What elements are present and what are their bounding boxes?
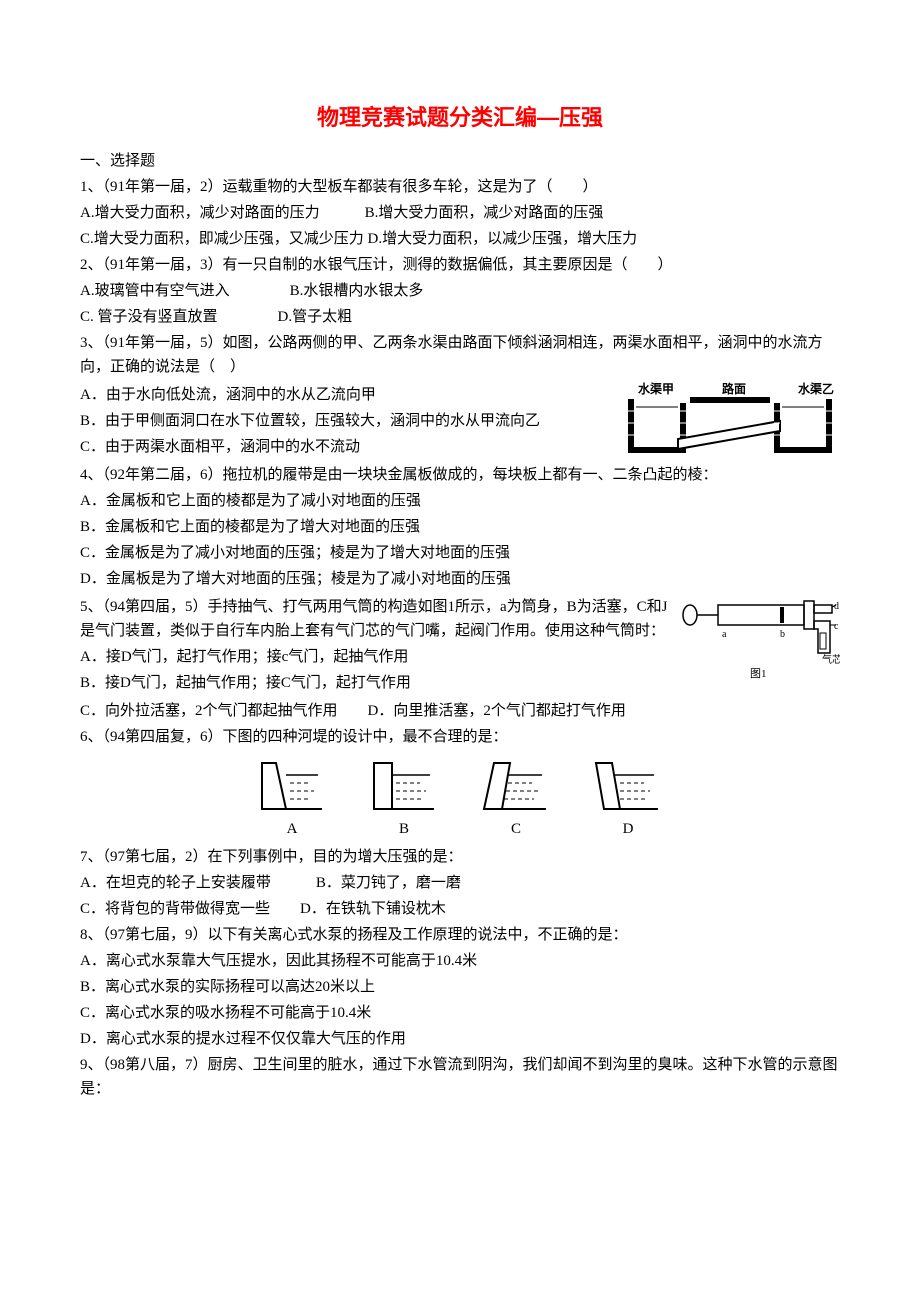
q2-opt-d: D.管子太粗 [278,309,353,325]
q8-opt-a: A．离心式水泵靠大气压提水，因此其扬程不可能高于10.4米 [80,949,840,973]
q7-opt-c: C．将背包的背带做得宽一些 [80,901,270,917]
q7-opt-b: B．菜刀钝了，磨一磨 [316,875,461,891]
q6-label-b: B [368,817,440,841]
q2-options-row1: A.玻璃管中有空气进入 B.水银槽内水银太多 [80,279,840,303]
q6-label-a: A [256,817,328,841]
q3-figure: 水渠甲 路面 水渠乙 [620,381,840,459]
q1-opt-c: C.增大受力面积，即减少压强，又减少压力 [80,231,364,247]
q9-stem: 9、（98第八届，7）厨房、卫生间里的脏水，通过下水管流到阴沟，我们却闻不到沟里… [80,1053,840,1101]
q1-opt-b: B.增大受力面积，减少对路面的压强 [365,205,604,221]
q3-opt-c: C．由于两渠水面相平，涵洞中的水不流动 [80,435,612,459]
q7-opt-a: A．在坦克的轮子上安装履带 [80,875,271,891]
q8-opt-b: B．离心式水泵的实际扬程可以高达20米以上 [80,975,840,999]
q4-stem: 4、（92年第二届，6）拖拉机的履带是由一块块金属板做成的，每块板上都有一、二条… [80,463,840,487]
q2-opt-a: A.玻璃管中有空气进入 [80,283,230,299]
q1-options-row1: A.增大受力面积，减少对路面的压力 B.增大受力面积，减少对路面的压强 [80,201,840,225]
q5-figure: a b c d 气芯 图1 [680,593,840,681]
q8-opt-c: C．离心式水泵的吸水扬程不可能高于10.4米 [80,1001,840,1025]
q1-opt-d: D.增大受力面积，以减少压强，增大压力 [368,231,638,247]
q2-opt-b: B.水银槽内水银太多 [290,283,424,299]
q8-stem: 8、（97第七届，9）以下有关离心式水泵的扬程及工作原理的说法中，不正确的是： [80,923,840,947]
q1-options-row2: C.增大受力面积，即减少压强，又减少压力 D.增大受力面积，以减少压强，增大压力 [80,227,840,251]
q5-opt-b: B．接D气门，起抽气作用；接C气门，起打气作用 [80,671,672,695]
q5-label-d: d [834,601,839,612]
q3-label-jia: 水渠甲 [638,381,674,396]
q5-label-xin: 气芯 [822,653,840,666]
q6-dam-b: B [368,757,440,841]
q5-label-c: c [834,621,839,632]
q8-opt-d: D．离心式水泵的提水过程不仅仅靠大气压的作用 [80,1027,840,1051]
q3-label-road: 路面 [722,381,746,396]
q7-opt-d: D．在铁轨下铺设枕木 [300,901,446,917]
q4-opt-a: A．金属板和它上面的棱都是为了减小对地面的压强 [80,489,840,513]
q5-opt-d: D．向里推活塞，2个气门都起打气作用 [368,703,626,719]
q5-opt-c: C．向外拉活塞，2个气门都起抽气作用 [80,703,338,719]
q2-options-row2: C. 管子没有竖直放置 D.管子太粗 [80,305,840,329]
q5-label-b: b [780,629,785,640]
q4-opt-d: D．金属板是为了增大对地面的压强；棱是为了减小对地面的压强 [80,567,840,591]
q7-options-row1: A．在坦克的轮子上安装履带 B．菜刀钝了，磨一磨 [80,871,840,895]
page-title: 物理竞赛试题分类汇编—压强 [80,100,840,135]
q6-dam-c: C [480,757,552,841]
q3-opt-a: A．由于水向低处流，涵洞中的水从乙流向甲 [80,383,612,407]
q4-opt-c: C．金属板是为了减小对地面的压强；棱是为了增大对地面的压强 [80,541,840,565]
q5-options-row3: C．向外拉活塞，2个气门都起抽气作用 D．向里推活塞，2个气门都起打气作用 [80,699,840,723]
q5-stem: 5、（94第四届，5）手持抽气、打气两用气筒的构造如图1所示，a为筒身，B为活塞… [80,595,672,643]
q6-stem: 6、（94第四届复，6）下图的四种河堤的设计中，最不合理的是： [80,725,840,749]
q6-label-d: D [592,817,664,841]
q6-dam-d: D [592,757,664,841]
q3-stem: 3、（91年第一届，5）如图，公路两侧的甲、乙两条水渠由路面下倾斜涵洞相连，两渠… [80,331,840,379]
q4-opt-b: B．金属板和它上面的棱都是为了增大对地面的压强 [80,515,840,539]
q7-options-row2: C．将背包的背带做得宽一些 D．在铁轨下铺设枕木 [80,897,840,921]
q6-dam-a: A [256,757,328,841]
q6-label-c: C [480,817,552,841]
q3-label-yi: 水渠乙 [798,381,834,396]
q5-fig-caption: 图1 [750,667,767,680]
q5-opt-a: A．接D气门，起打气作用；接c气门，起抽气作用 [80,645,672,669]
q1-opt-a: A.增大受力面积，减少对路面的压力 [80,205,320,221]
q2-opt-c: C. 管子没有竖直放置 [80,309,218,325]
q5-label-a: a [722,629,727,640]
q3-opt-b: B．由于甲侧面洞口在水下位置较，压强较大，涵洞中的水从甲流向乙 [80,409,612,433]
q2-stem: 2、（91年第一届，3）有一只自制的水银气压计，测得的数据偏低，其主要原因是（ … [80,253,840,277]
q1-stem: 1、（91年第一届，2）运载重物的大型板车都装有很多车轮，这是为了（ ） [80,175,840,199]
section-heading-1: 一、选择题 [80,149,840,173]
q6-figure-row: A B C D [80,757,840,841]
q7-stem: 7、（97第七届，2）在下列事例中，目的为增大压强的是： [80,845,840,869]
